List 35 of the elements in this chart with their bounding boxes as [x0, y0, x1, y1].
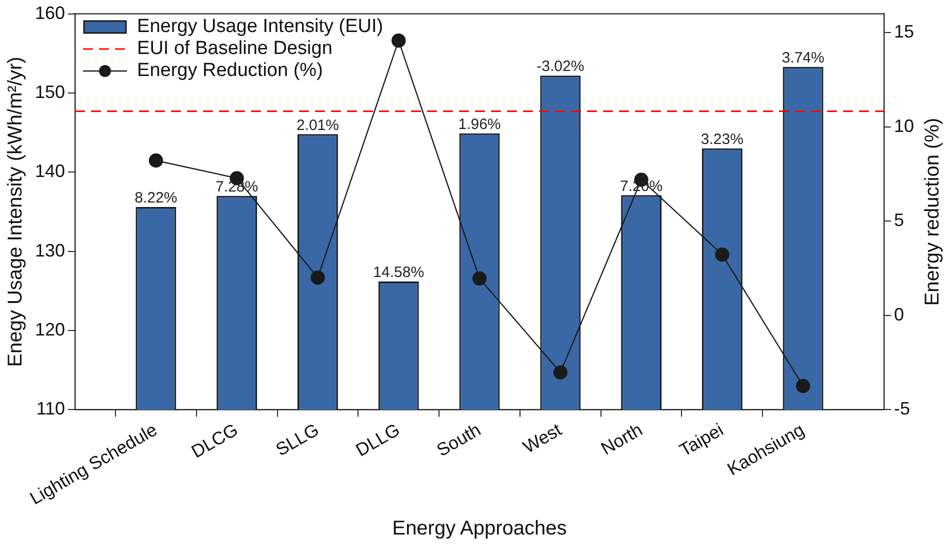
x-tick-label: North — [598, 420, 646, 459]
y-tick-label: 110 — [36, 398, 66, 419]
annotation: 8.22% — [134, 190, 178, 207]
y2-tick-label: -5 — [894, 398, 910, 419]
x-tick-label: SLLG — [272, 420, 322, 460]
y2-tick-label: 10 — [894, 116, 914, 136]
y2-tick-label: 0 — [894, 304, 904, 324]
point — [148, 153, 164, 168]
y-axis-title: Enegy Usage Intensity (kWh/m²/yr) — [4, 56, 27, 367]
point — [553, 365, 568, 380]
x-tick-label: West — [520, 420, 565, 458]
y2-tick-label: 15 — [894, 22, 914, 42]
legend-label: EUI of Baseline Design — [137, 38, 332, 60]
y2-axis-title: Energy reduction (%) — [922, 118, 944, 306]
x-axis-title: Energy Approaches — [392, 518, 567, 540]
point — [392, 33, 406, 48]
point — [715, 247, 730, 262]
legend-label: Energy Reduction (%) — [137, 60, 323, 82]
y-tick-label: 130 — [34, 240, 66, 260]
annotation: 1.96% — [458, 116, 501, 134]
legend-label: Energy Usage Intensity (EUI) — [137, 16, 384, 38]
point — [796, 378, 810, 394]
y-tick-label: 120 — [34, 320, 66, 340]
y-tick-label: 140 — [34, 161, 66, 182]
y2-tick-label: 5 — [894, 210, 904, 230]
y-tick-label: 160 — [34, 2, 66, 23]
annotation: -3.02% — [536, 58, 584, 76]
x-tick-label: South — [433, 420, 484, 460]
point — [472, 271, 487, 286]
annotation: 3.74% — [782, 49, 824, 66]
annotation: 14.58% — [373, 264, 424, 282]
y-tick-label: 150 — [34, 82, 66, 102]
annotation: 3.23% — [700, 131, 744, 148]
annotation: 2.01% — [296, 116, 339, 134]
point — [310, 270, 325, 285]
